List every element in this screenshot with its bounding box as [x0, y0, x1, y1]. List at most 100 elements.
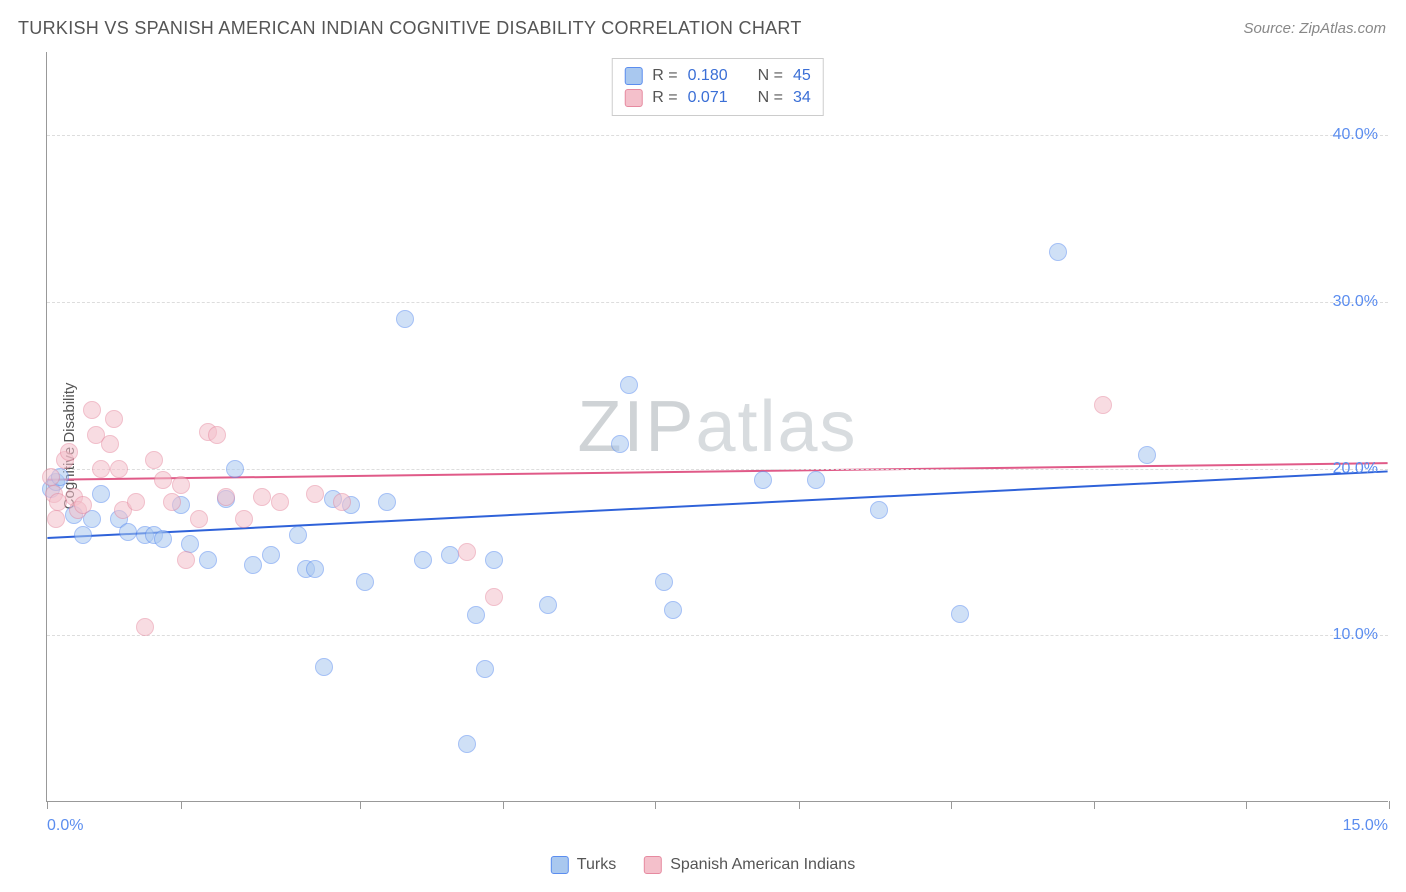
stats-n-label: N = [758, 89, 783, 107]
stats-swatch [624, 67, 642, 85]
stats-n-label: N = [758, 67, 783, 85]
scatter-point [262, 546, 280, 564]
scatter-point [271, 493, 289, 511]
scatter-point [163, 493, 181, 511]
stats-row: R = 0.180 N = 45 [624, 65, 811, 87]
trend-line [47, 463, 1387, 480]
gridline-h [47, 469, 1388, 470]
stats-r-label: R = [652, 67, 677, 85]
x-tick [655, 801, 656, 809]
stats-n-value: 34 [793, 89, 811, 107]
scatter-point [74, 526, 92, 544]
stats-r-value: 0.071 [688, 89, 728, 107]
trend-lines-svg [47, 52, 1388, 801]
scatter-point [476, 660, 494, 678]
watermark: ZIPatlas [577, 386, 857, 468]
scatter-point [42, 468, 60, 486]
legend-item: Spanish American Indians [644, 856, 855, 874]
scatter-point [485, 551, 503, 569]
chart-title: TURKISH VS SPANISH AMERICAN INDIAN COGNI… [18, 18, 802, 39]
scatter-point [485, 588, 503, 606]
trend-line [47, 471, 1387, 538]
x-tick [951, 801, 952, 809]
scatter-point [414, 551, 432, 569]
scatter-point [226, 460, 244, 478]
scatter-point [611, 435, 629, 453]
scatter-point [1049, 243, 1067, 261]
scatter-point [1138, 446, 1156, 464]
x-tick [1389, 801, 1390, 809]
scatter-point [177, 551, 195, 569]
scatter-point [951, 605, 969, 623]
scatter-point [754, 471, 772, 489]
scatter-point [101, 435, 119, 453]
legend-swatch [644, 856, 662, 874]
scatter-point [190, 510, 208, 528]
scatter-point [664, 601, 682, 619]
scatter-point [110, 460, 128, 478]
stats-n-value: 45 [793, 67, 811, 85]
gridline-h [47, 135, 1388, 136]
scatter-point [655, 573, 673, 591]
scatter-point [289, 526, 307, 544]
scatter-point [458, 735, 476, 753]
scatter-point [145, 451, 163, 469]
stats-r-value: 0.180 [688, 67, 728, 85]
scatter-point [74, 496, 92, 514]
scatter-point [333, 493, 351, 511]
scatter-point [441, 546, 459, 564]
source-label: Source: ZipAtlas.com [1243, 20, 1386, 37]
x-tick [1094, 801, 1095, 809]
stats-row: R = 0.071 N = 34 [624, 87, 811, 109]
scatter-point [217, 488, 235, 506]
scatter-point [396, 310, 414, 328]
x-tick [799, 801, 800, 809]
bottom-legend: Turks Spanish American Indians [551, 856, 855, 874]
scatter-point [315, 658, 333, 676]
x-tick-label-max: 15.0% [1343, 817, 1388, 835]
scatter-point [92, 485, 110, 503]
scatter-point [244, 556, 262, 574]
scatter-point [208, 426, 226, 444]
stats-swatch [624, 89, 642, 107]
stats-legend-box: R = 0.180 N = 45 R = 0.071 N = 34 [611, 58, 824, 116]
scatter-point [127, 493, 145, 511]
scatter-point [467, 606, 485, 624]
scatter-point [356, 573, 374, 591]
chart-plot-area: ZIPatlas R = 0.180 N = 45 R = 0.071 N = 34 10.0… [46, 52, 1388, 802]
chart-header: TURKISH VS SPANISH AMERICAN INDIAN COGNI… [0, 0, 1406, 47]
legend-label: Turks [577, 856, 616, 874]
scatter-point [154, 471, 172, 489]
scatter-point [172, 476, 190, 494]
legend-item: Turks [551, 856, 616, 874]
scatter-point [378, 493, 396, 511]
scatter-point [1094, 396, 1112, 414]
legend-label: Spanish American Indians [670, 856, 855, 874]
y-tick-label: 40.0% [1333, 126, 1378, 144]
x-tick-label-min: 0.0% [47, 817, 83, 835]
stats-r-label: R = [652, 89, 677, 107]
watermark-left: ZIP [577, 387, 695, 467]
scatter-point [539, 596, 557, 614]
scatter-point [458, 543, 476, 561]
x-tick [360, 801, 361, 809]
scatter-point [306, 485, 324, 503]
x-tick [47, 801, 48, 809]
scatter-point [60, 443, 78, 461]
scatter-point [47, 510, 65, 528]
scatter-point [199, 551, 217, 569]
scatter-point [154, 530, 172, 548]
x-tick [503, 801, 504, 809]
scatter-point [136, 618, 154, 636]
scatter-point [870, 501, 888, 519]
x-tick [181, 801, 182, 809]
scatter-point [807, 471, 825, 489]
scatter-point [620, 376, 638, 394]
gridline-h [47, 635, 1388, 636]
y-tick-label: 10.0% [1333, 626, 1378, 644]
watermark-right: atlas [695, 387, 857, 467]
x-tick [1246, 801, 1247, 809]
scatter-point [306, 560, 324, 578]
scatter-point [181, 535, 199, 553]
y-tick-label: 20.0% [1333, 460, 1378, 478]
